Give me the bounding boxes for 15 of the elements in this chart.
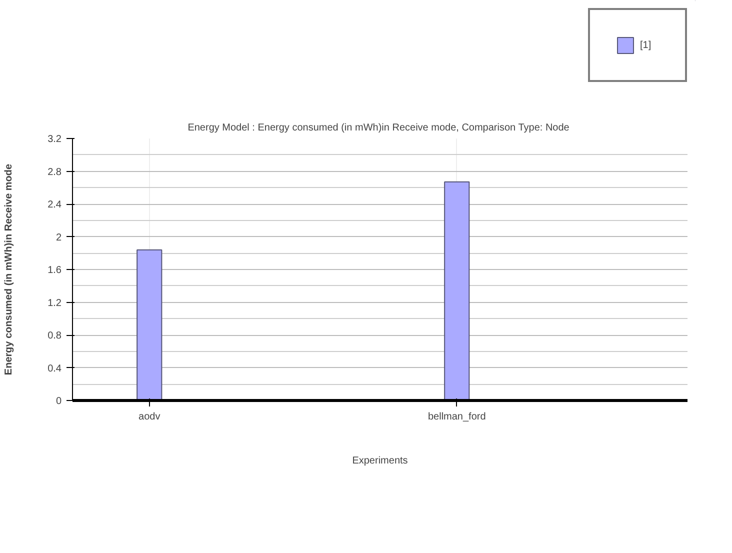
y-tick-label: 0 — [56, 396, 62, 407]
y-tick-label: 2.4 — [48, 200, 62, 210]
y-tick-label: 0.8 — [48, 330, 62, 342]
y-tick-label: 2.8 — [48, 166, 62, 178]
y-tick-label: 1.6 — [48, 265, 62, 276]
y-tick-label: 2 — [56, 232, 62, 244]
x-axis-title: Experiments — [352, 456, 408, 466]
chart-title: Energy Model : Energy consumed (in mWh)in Receive mode, Comparison Type: Node — [188, 122, 570, 134]
y-tick-label: 1.2 — [48, 298, 62, 309]
x-tick-label: bellman_ford — [428, 412, 486, 422]
x-tick-label: aodv — [138, 412, 160, 422]
y-axis-title: Energy consumed (in mWh)in Receive mode — [4, 163, 15, 376]
legend-label: [1] — [640, 40, 652, 50]
y-tick-label: 0.4 — [48, 363, 62, 374]
y-tick-label: 3.2 — [48, 134, 62, 145]
